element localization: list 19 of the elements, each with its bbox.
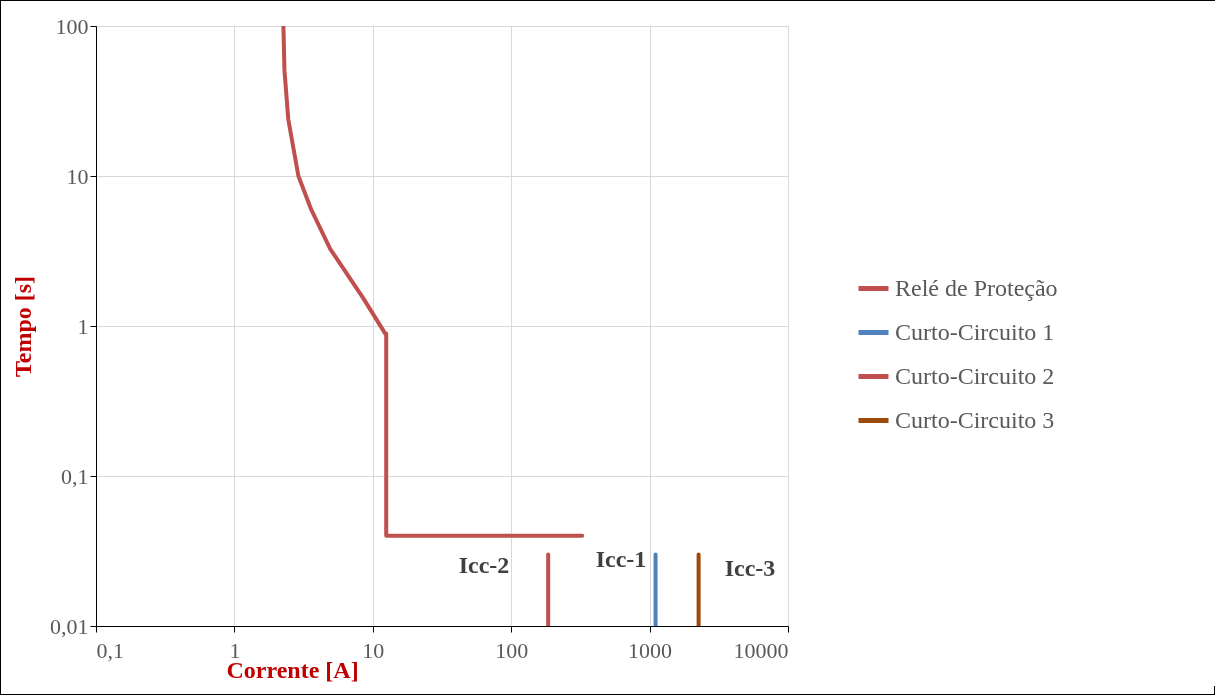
x-tick-label: 10000 [733,637,789,663]
y-tick-label: 100 [55,13,89,39]
x-tick-label: 1000 [628,637,673,663]
annotation: Icc-1 [595,546,647,572]
legend-label: Relé de Proteção [895,274,1058,301]
legend-label: Curto-Circuito 2 [895,362,1055,389]
legend-label: Curto-Circuito 1 [895,318,1055,345]
annotation: Icc-2 [458,552,510,578]
x-tick-label: 100 [495,637,529,663]
annotation: Icc-3 [724,555,776,581]
y-tick-label: 0,1 [61,463,89,489]
x-tick-label: 10 [362,637,385,663]
y-tick-label: 0,01 [50,613,89,639]
x-tick-label: 1 [229,637,241,663]
y-tick-label: 10 [66,163,89,189]
x-tick-label: 0,1 [96,637,124,663]
y-axis-title: Tempo [s] [10,275,36,378]
y-tick-label: 1 [77,313,89,339]
legend-label: Curto-Circuito 3 [895,406,1055,433]
